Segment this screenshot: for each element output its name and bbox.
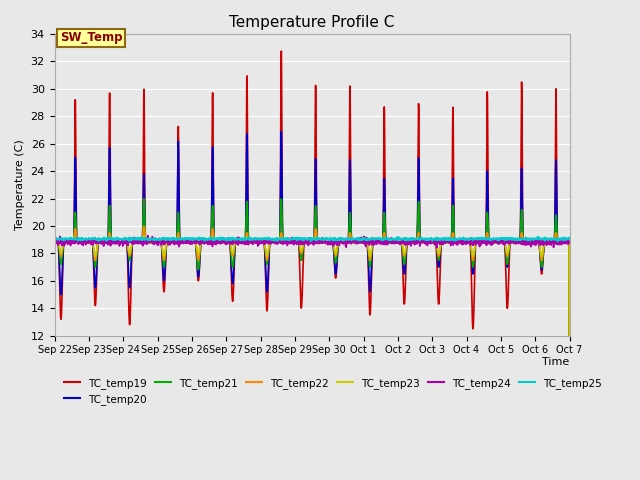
TC_temp24 [535,240,543,246]
Line: TC_temp23: TC_temp23 [54,236,570,480]
Line: TC_temp22: TC_temp22 [54,226,570,480]
TC_temp23 [461,240,469,245]
TC_temp20 [195,274,202,279]
TC_temp22 [461,240,469,245]
TC_temp21 [140,196,148,202]
TC_temp20 [327,240,335,245]
TC_temp20 [51,240,58,245]
TC_temp22 [195,257,202,263]
TC_temp23 [195,251,202,256]
TC_temp21 [51,240,58,245]
TC_temp24 [462,239,470,245]
TC_temp21 [534,240,542,245]
TC_temp25 [566,235,573,240]
Line: TC_temp24: TC_temp24 [54,236,570,248]
TC_temp21 [195,267,202,273]
TC_temp24 [144,233,152,239]
Line: TC_temp25: TC_temp25 [54,237,570,241]
Title: Temperature Profile C: Temperature Profile C [229,15,395,30]
TC_temp19 [534,240,542,245]
TC_temp25 [338,236,346,242]
TC_temp24 [195,238,202,243]
TC_temp23 [140,233,148,239]
TC_temp19 [520,240,528,245]
TC_temp20 [338,240,346,245]
TC_temp25 [520,236,528,241]
TC_temp23 [534,240,542,245]
TC_temp25 [326,235,334,240]
Text: SW_Temp: SW_Temp [60,32,122,45]
TC_temp25 [51,236,58,242]
TC_temp20 [461,240,469,245]
TC_temp23 [51,240,58,245]
TC_temp25 [534,236,542,241]
TC_temp25 [195,236,202,242]
TC_temp19 [338,240,346,245]
TC_temp20 [278,129,285,134]
Line: TC_temp21: TC_temp21 [54,199,570,480]
TC_temp25 [461,236,469,242]
TC_temp21 [461,240,469,245]
TC_temp22 [140,223,148,229]
TC_temp23 [327,240,335,245]
TC_temp24 [338,239,346,245]
TC_temp24 [51,239,58,245]
Line: TC_temp19: TC_temp19 [54,51,570,480]
TC_temp19 [195,277,202,283]
TC_temp24 [566,240,573,246]
TC_temp25 [534,234,541,240]
TC_temp21 [327,240,335,245]
TC_temp23 [520,240,528,245]
TC_temp24 [327,242,335,248]
TC_temp21 [520,240,528,245]
Line: TC_temp20: TC_temp20 [54,132,570,480]
TC_temp20 [520,240,528,245]
TC_temp25 [554,239,561,244]
TC_temp20 [534,240,542,245]
TC_temp24 [433,245,441,251]
TC_temp22 [338,240,346,245]
TC_temp22 [51,240,58,245]
TC_temp22 [327,240,335,245]
TC_temp19 [327,240,335,245]
TC_temp22 [534,240,542,245]
TC_temp22 [520,240,528,245]
TC_temp19 [51,240,58,245]
X-axis label: Time: Time [542,357,570,367]
TC_temp19 [461,240,469,245]
TC_temp21 [338,240,346,245]
Legend: TC_temp19, TC_temp20, TC_temp21, TC_temp22, TC_temp23, TC_temp24, TC_temp25: TC_temp19, TC_temp20, TC_temp21, TC_temp… [60,373,606,409]
TC_temp24 [520,236,528,242]
TC_temp23 [338,240,346,245]
Y-axis label: Temperature (C): Temperature (C) [15,140,25,230]
TC_temp19 [278,48,285,54]
